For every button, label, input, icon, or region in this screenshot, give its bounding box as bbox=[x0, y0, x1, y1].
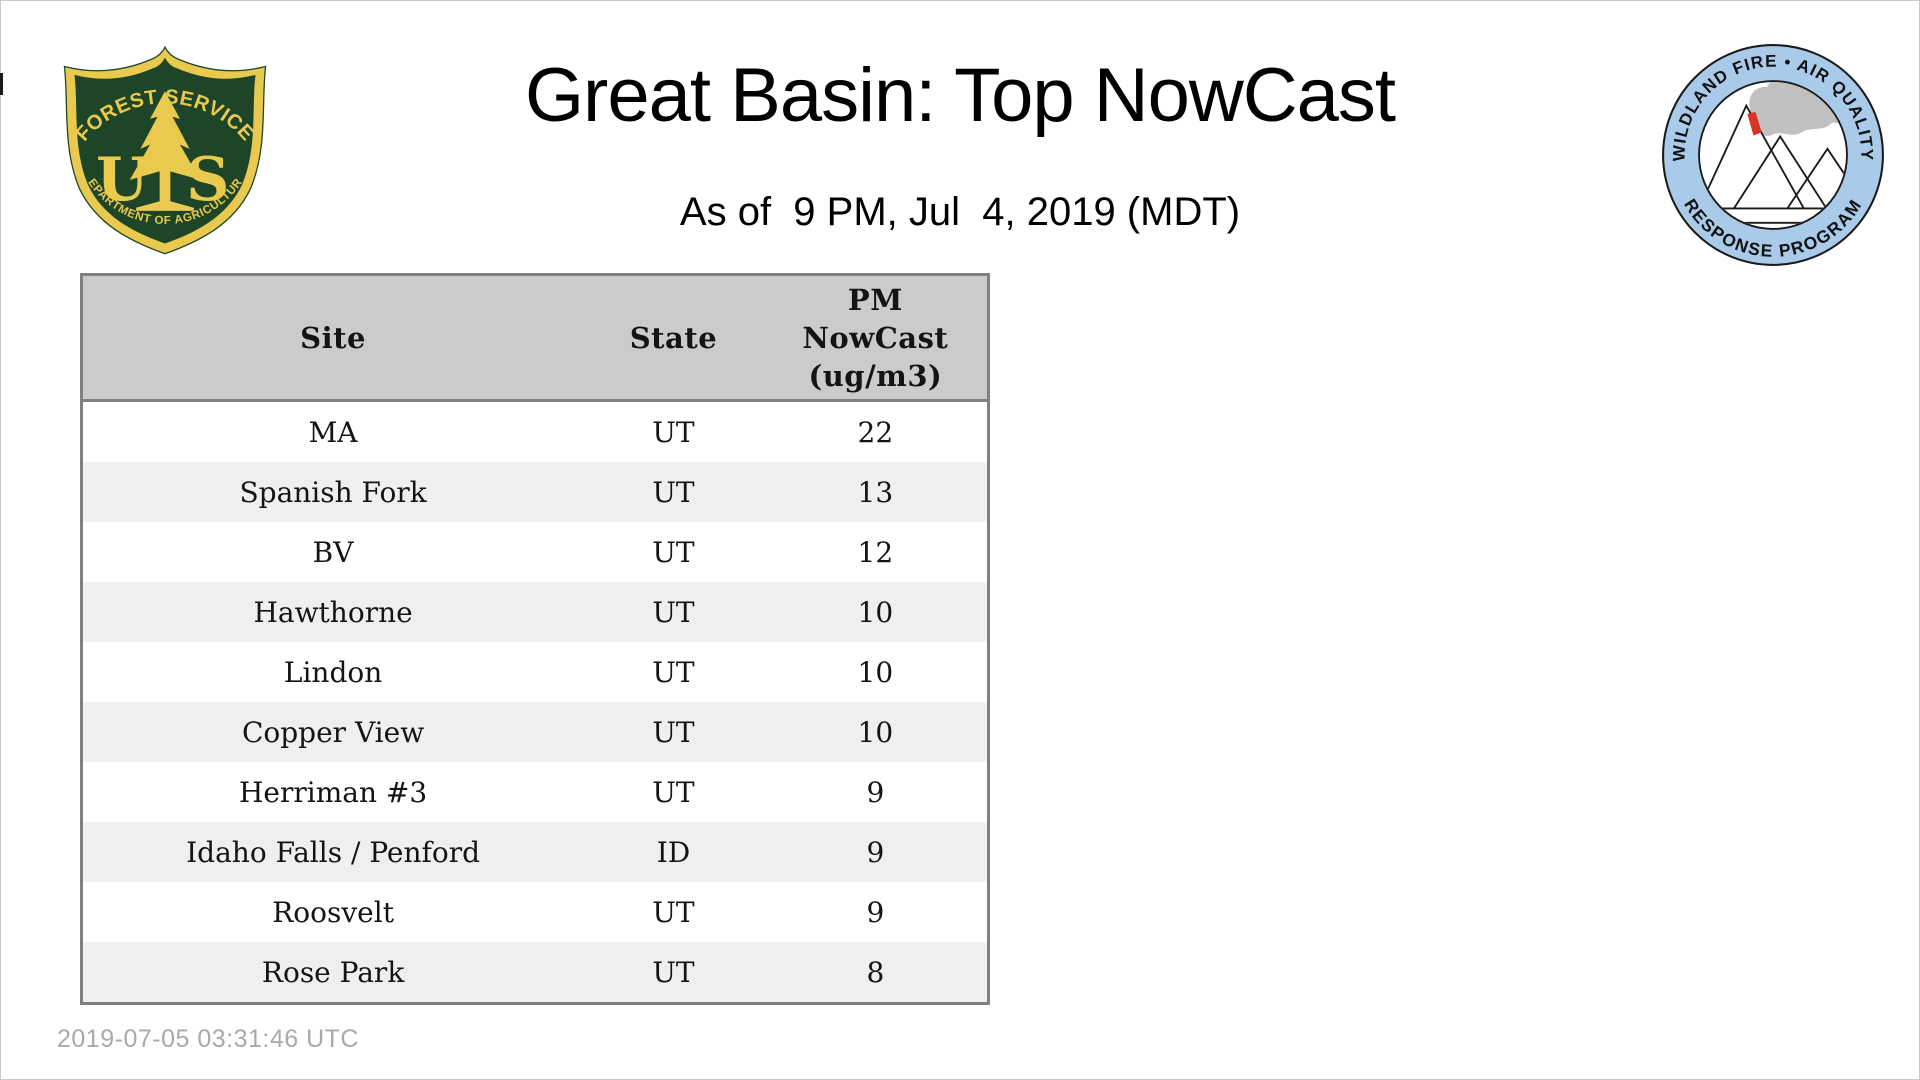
nowcast-value-cell: 10 bbox=[857, 655, 894, 689]
site-cell: Rose Park bbox=[261, 955, 405, 989]
table-header-state: State bbox=[583, 274, 764, 402]
table-body: MA UT 22 Spanish Fork UT 13 BV UT 12 bbox=[81, 400, 989, 1004]
table-row: Spanish Fork UT 13 bbox=[81, 462, 989, 522]
nowcast-value-cell: 9 bbox=[866, 895, 885, 929]
site-cell: Hawthorne bbox=[253, 595, 413, 629]
table-row: Rose Park UT 8 bbox=[81, 942, 989, 1004]
footer-timestamp: 2019-07-05 03:31:46 UTC bbox=[57, 1025, 359, 1053]
table-row: Roosvelt UT 9 bbox=[81, 882, 989, 942]
nowcast-value-cell: 8 bbox=[866, 955, 885, 989]
nowcast-table: Site State PM NowCast (ug/m3) MA UT 22 S… bbox=[80, 273, 990, 1005]
table-row: Lindon UT 10 bbox=[81, 642, 989, 702]
nowcast-value-cell: 9 bbox=[866, 775, 885, 809]
site-cell: Copper View bbox=[241, 715, 425, 749]
table-row: MA UT 22 bbox=[81, 400, 989, 462]
site-cell: Herriman #3 bbox=[238, 775, 428, 809]
table-header-row: Site State PM NowCast (ug/m3) bbox=[81, 274, 989, 402]
page-title: Great Basin: Top NowCast bbox=[524, 53, 1396, 138]
nowcast-value-cell: 22 bbox=[857, 415, 894, 449]
table-row: Herriman #3 UT 9 bbox=[81, 762, 989, 822]
air-quality-program-logo-icon: WILDLAND FIRE • AIR QUALITY RESPONSE PRO… bbox=[1662, 44, 1884, 266]
nowcast-value-cell: 13 bbox=[857, 475, 894, 509]
table-row: BV UT 12 bbox=[81, 522, 989, 582]
mountain-left-icon bbox=[1700, 103, 1805, 209]
table-header-site: Site bbox=[81, 274, 584, 402]
site-cell: MA bbox=[308, 415, 358, 449]
state-cell: UT bbox=[652, 415, 695, 449]
usfs-tree-icon bbox=[129, 91, 201, 211]
nowcast-value-cell: 9 bbox=[866, 835, 885, 869]
state-cell: UT bbox=[652, 535, 695, 569]
mountain-middle-icon bbox=[1733, 134, 1828, 209]
state-cell: UT bbox=[652, 655, 695, 689]
state-cell: UT bbox=[652, 955, 695, 989]
page-subtitle: As of 9 PM, Jul 4, 2019 (MDT) bbox=[679, 190, 1241, 234]
table-row: Idaho Falls / Penford ID 9 bbox=[81, 822, 989, 882]
site-cell: Lindon bbox=[283, 655, 383, 689]
table-row: Hawthorne UT 10 bbox=[81, 582, 989, 642]
nowcast-value-cell: 10 bbox=[857, 595, 894, 629]
forest-service-logo-icon: FOREST SERVICE U S DEPARTMENT OF AGRICUL… bbox=[58, 44, 267, 255]
state-cell: UT bbox=[652, 475, 695, 509]
nowcast-value-cell: 10 bbox=[857, 715, 894, 749]
usfs-monogram-u: U bbox=[96, 145, 148, 215]
site-cell: BV bbox=[312, 535, 354, 569]
flame-mark-icon bbox=[1747, 111, 1762, 136]
site-cell: Roosvelt bbox=[272, 895, 394, 929]
table-row: Copper View UT 10 bbox=[81, 702, 989, 762]
state-cell: UT bbox=[652, 895, 695, 929]
state-cell: UT bbox=[652, 715, 695, 749]
nowcast-table-container: Site State PM NowCast (ug/m3) MA UT 22 S… bbox=[80, 273, 990, 1005]
left-edge-artifact bbox=[0, 73, 3, 95]
mountain-right-icon bbox=[1786, 147, 1846, 209]
state-cell: ID bbox=[656, 835, 691, 869]
usfs-monogram-s: S bbox=[186, 145, 229, 215]
table-header-pm-nowcast: PM NowCast (ug/m3) bbox=[763, 274, 989, 402]
site-cell: Spanish Fork bbox=[239, 475, 427, 509]
state-cell: UT bbox=[652, 595, 695, 629]
site-cell: Idaho Falls / Penford bbox=[186, 835, 481, 869]
nowcast-value-cell: 12 bbox=[857, 535, 894, 569]
state-cell: UT bbox=[652, 775, 695, 809]
